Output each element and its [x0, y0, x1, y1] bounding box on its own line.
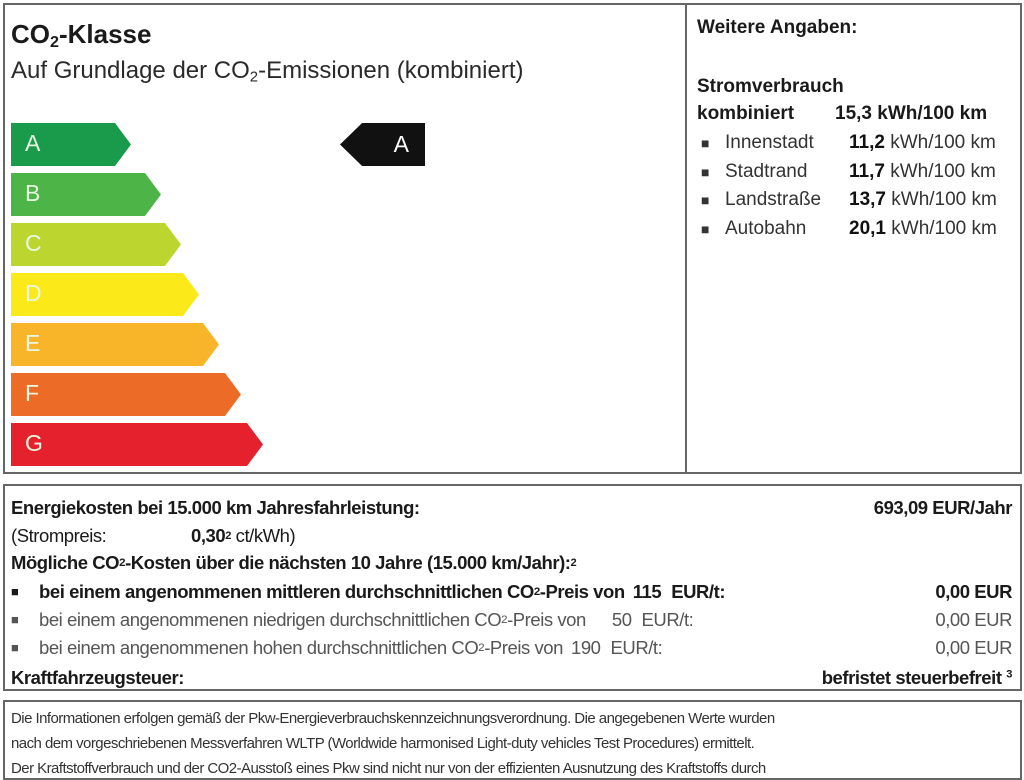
price-footnote: 2	[225, 529, 231, 542]
consumption-row: ■ Landstraße 13,7 kWh/100 km	[697, 186, 1019, 215]
co2-row-text-end: -Preis von	[539, 580, 625, 602]
combined-consumption: kombiniert 15,3 kWh/100 km	[697, 101, 1019, 129]
stromverbrauch-heading: Stromverbrauch	[697, 76, 844, 97]
title-text-end: -Klasse	[58, 19, 152, 49]
co2-cost-heading: Mögliche CO 2 -Kosten über die nächsten 10…	[11, 549, 1012, 576]
price-label: (Strompreis:	[11, 524, 107, 546]
tax-value: befristet steuerbefreit	[821, 666, 1002, 688]
title-text: CO	[11, 19, 50, 49]
subtitle-subscript: 2	[249, 69, 259, 86]
notice-line: Die Informationen erfolgen gemäß der Pkw…	[11, 710, 775, 727]
co2-cost-row: ■ bei einem angenommenen niedrigen durch…	[11, 606, 1012, 633]
consumption-label: Autobahn	[725, 217, 807, 239]
co2-price: 115	[632, 580, 662, 602]
weitere-heading: Weitere Angaben:	[697, 17, 858, 38]
costs-panel: Energiekosten bei 15.000 km Jahresfahrle…	[3, 484, 1022, 691]
bullet-icon: ■	[701, 163, 710, 180]
consumption-unit: kWh/100 km	[890, 132, 996, 154]
class-label: C	[25, 230, 42, 256]
co2-row-text: bei einem angenommenen hohen durchschnit…	[39, 636, 479, 658]
co2-subscript: 2	[533, 585, 540, 598]
co2-price-unit: EUR/t:	[641, 608, 694, 630]
consumption-unit: kWh/100 km	[891, 217, 997, 239]
subtitle-text: Auf Grundlage der CO	[11, 57, 250, 84]
class-bar-g: G	[11, 423, 263, 466]
class-bar-b: B	[11, 173, 161, 216]
co2-heading-footnote: 2	[570, 556, 577, 569]
energy-cost-row: Energiekosten bei 15.000 km Jahresfahrle…	[11, 494, 1012, 521]
combined-label: kombiniert	[697, 103, 795, 124]
co2-class-panel: CO2-Klasse Auf Grundlage der CO2-Emissio…	[3, 3, 1022, 474]
title-subscript: 2	[50, 33, 59, 52]
class-label: G	[25, 430, 43, 456]
current-class-marker: A	[340, 123, 425, 166]
subtitle-text-end: -Emissionen (kombiniert)	[258, 57, 524, 84]
co2-price-unit: EUR/t:	[610, 636, 663, 658]
co2-row-text-end: -Preis von	[507, 608, 586, 630]
bullet-icon: ■	[701, 220, 710, 237]
combined-value: 15,3 kWh/100 km	[835, 103, 988, 124]
notice-line: Der Kraftstoffverbrauch und der CO2-Auss…	[11, 760, 766, 777]
page-title: CO2-Klasse	[11, 19, 151, 52]
energy-cost-value: 693,09 EUR/Jahr	[873, 496, 1013, 518]
consumption-row: ■ Autobahn 20,1 kWh/100 km	[697, 215, 1019, 244]
energy-cost-label: Energiekosten bei 15.000 km Jahresfahrle…	[11, 496, 420, 518]
consumption-label: Stadtrand	[725, 160, 808, 182]
price-value: 0,30	[191, 524, 226, 546]
co2-price-unit: EUR/t:	[671, 580, 726, 602]
class-bar-d: D	[11, 273, 199, 316]
co2-heading-text-end: -Kosten über die nächsten 10 Jahre (15.0…	[125, 551, 571, 573]
bullet-icon: ■	[701, 135, 710, 152]
legal-notice: Die Informationen erfolgen gemäß der Pkw…	[3, 700, 1022, 780]
class-label: E	[25, 330, 41, 356]
co2-cost-row: ■ bei einem angenommenen hohen durchschn…	[11, 634, 1012, 661]
bullet-icon: ■	[701, 192, 710, 209]
co2-cost-value: 0,00 EUR	[935, 636, 1012, 658]
class-bar-f: F	[11, 373, 241, 416]
price-unit: ct/kWh)	[235, 524, 296, 546]
consumption-row: ■ Innenstadt 11,2 kWh/100 km	[697, 129, 1019, 158]
co2-cost-row: ■ bei einem angenommenen mittleren durch…	[11, 578, 1012, 605]
tax-label: Kraftfahrzeugsteuer:	[11, 666, 184, 688]
divider	[685, 5, 687, 472]
class-label: F	[25, 380, 40, 406]
tax-row: Kraftfahrzeugsteuer: befristet steuerbef…	[11, 664, 1012, 691]
consumption-value: 20,1	[849, 217, 886, 239]
consumption-row: ■ Stadtrand 11,7 kWh/100 km	[697, 158, 1019, 187]
bullet-icon: ■	[11, 612, 19, 627]
co2-row-text: bei einem angenommenen niedrigen durchsc…	[39, 608, 502, 630]
co2-cost-value: 0,00 EUR	[935, 608, 1012, 630]
bullet-icon: ■	[11, 640, 19, 655]
weitere-angaben: Weitere Angaben: Stromverbrauch kombinie…	[697, 17, 1019, 243]
class-label: B	[25, 180, 41, 206]
co2-row-text: bei einem angenommenen mittleren durchsc…	[39, 580, 534, 602]
consumption-unit: kWh/100 km	[891, 189, 997, 211]
co2-heading-text: Mögliche CO	[11, 551, 120, 573]
consumption-value: 11,7	[849, 160, 885, 182]
notice-line: nach dem vorgeschriebenen Messverfahren …	[11, 735, 755, 752]
co2-cost-value: 0,00 EUR	[935, 580, 1012, 602]
co2-price: 50	[611, 608, 632, 630]
consumption-unit: kWh/100 km	[890, 160, 996, 182]
co2-price: 190	[570, 636, 601, 658]
class-label: A	[25, 130, 41, 156]
class-bar-a: A	[11, 123, 131, 166]
class-label: D	[25, 280, 42, 306]
co2-subscript: 2	[478, 641, 485, 654]
subtitle: Auf Grundlage der CO2-Emissionen (kombin…	[11, 57, 523, 86]
co2-subscript: 2	[501, 613, 508, 626]
bullet-icon: ■	[11, 584, 19, 599]
co2-row-text-end: -Preis von	[484, 636, 563, 658]
consumption-label: Innenstadt	[725, 132, 814, 154]
current-class-label: A	[393, 131, 409, 157]
class-bar-e: E	[11, 323, 219, 366]
class-bar-c: C	[11, 223, 181, 266]
consumption-value: 13,7	[849, 189, 886, 211]
co2-heading-subscript: 2	[119, 556, 126, 569]
electricity-price-row: (Strompreis: 0,30 2 ct/kWh)	[11, 522, 1012, 549]
tax-footnote: 3	[1006, 667, 1012, 680]
consumption-value: 11,2	[849, 132, 885, 154]
consumption-label: Landstraße	[725, 189, 822, 211]
